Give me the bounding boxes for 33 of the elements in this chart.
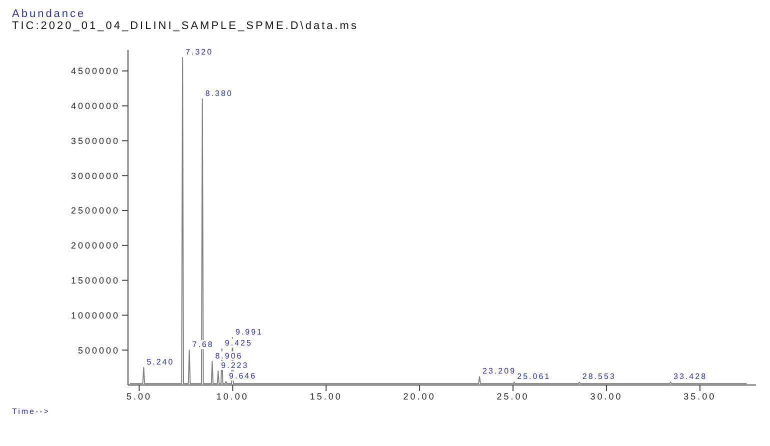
annotation: 9.425: [224, 338, 252, 348]
y-tick-label: 2000000: [70, 240, 120, 251]
y-tick-label: 2500000: [70, 206, 120, 216]
annotation: 8.906: [215, 351, 243, 360]
annotation: 5.240: [146, 358, 174, 367]
annotation: 9.991: [236, 328, 264, 337]
x-tick-label: 30.00: [590, 391, 623, 402]
annotation: 8.380: [205, 88, 233, 98]
line-series: [129, 57, 748, 384]
annotation: 28.553: [582, 372, 616, 382]
y-tick-label: 3000000: [70, 170, 120, 181]
annotation: 9.223: [221, 361, 249, 370]
annotation: 23.209: [482, 366, 516, 376]
chart-title: TIC:2020_01_04_DILINI_SAMPLE_SPME.D\data.ms: [12, 20, 360, 32]
annotation: 7.320: [186, 48, 214, 57]
x-axis-title: Time-->: [12, 407, 51, 416]
x-tick-label: 20.00: [403, 391, 436, 402]
x-tick-label: 5.00: [126, 391, 152, 402]
x-tick-label: 10.00: [216, 391, 249, 402]
y-tick-label: 4000000: [70, 101, 120, 112]
annotation: 33.428: [674, 372, 708, 382]
annotation: 9.646: [229, 372, 257, 381]
annotation: 7.68: [192, 340, 214, 350]
y-tick-label: 1000000: [70, 310, 120, 320]
y-axis-title: Abundance: [12, 8, 87, 20]
y-tick-label: 1500000: [70, 276, 120, 286]
x-tick-label: 25.00: [496, 391, 530, 402]
y-tick-label: 3500000: [70, 136, 120, 146]
y-tick-label: 4500000: [70, 66, 120, 76]
y-tick-label: 500000: [78, 345, 120, 356]
x-tick-label: 35.00: [684, 391, 716, 402]
annotation: 25.061: [517, 372, 551, 382]
x-tick-label: 15.00: [310, 391, 342, 402]
